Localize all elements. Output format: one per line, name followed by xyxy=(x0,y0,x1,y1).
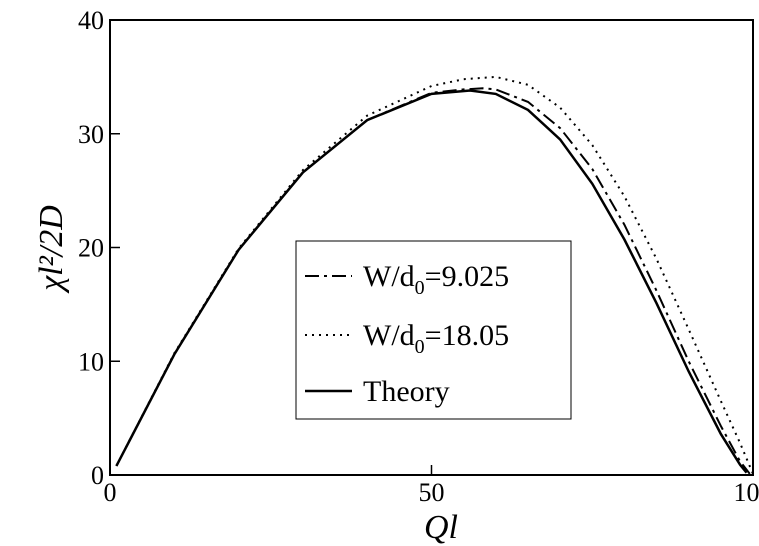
y-axis-label: χl²/2D xyxy=(33,205,70,294)
axis-ticks: 0 50 100 0 10 20 30 40 xyxy=(78,6,759,507)
y-tick-label: 30 xyxy=(78,120,104,149)
legend-label-value: =18.05 xyxy=(425,319,509,352)
series-line-2 xyxy=(115,89,748,474)
legend-label-2: Theory xyxy=(363,375,450,408)
series-lines xyxy=(115,75,754,475)
y-tick-label: 40 xyxy=(78,6,104,35)
y-tick-label: 20 xyxy=(78,234,104,263)
x-tick-label: 100 xyxy=(734,478,759,507)
x-tick-label: 0 xyxy=(104,478,117,507)
x-tick-label: 50 xyxy=(419,478,445,507)
y-tick-label: 0 xyxy=(91,461,104,490)
legend-label-0: W/d0=9.025 xyxy=(363,260,509,299)
x-axis-label: Ql xyxy=(424,509,458,546)
legend-label-main: W/d xyxy=(363,260,415,293)
legend-label-subscript: 0 xyxy=(415,336,425,358)
legend-label-main: Theory xyxy=(363,375,450,408)
legend-label-value: =9.025 xyxy=(425,260,509,293)
legend-label-1: W/d0=18.05 xyxy=(363,319,509,358)
legend-label-subscript: 0 xyxy=(415,277,425,299)
legend-label-main: W/d xyxy=(363,319,415,352)
legend-box xyxy=(295,240,572,420)
y-tick-label: 10 xyxy=(78,347,104,376)
